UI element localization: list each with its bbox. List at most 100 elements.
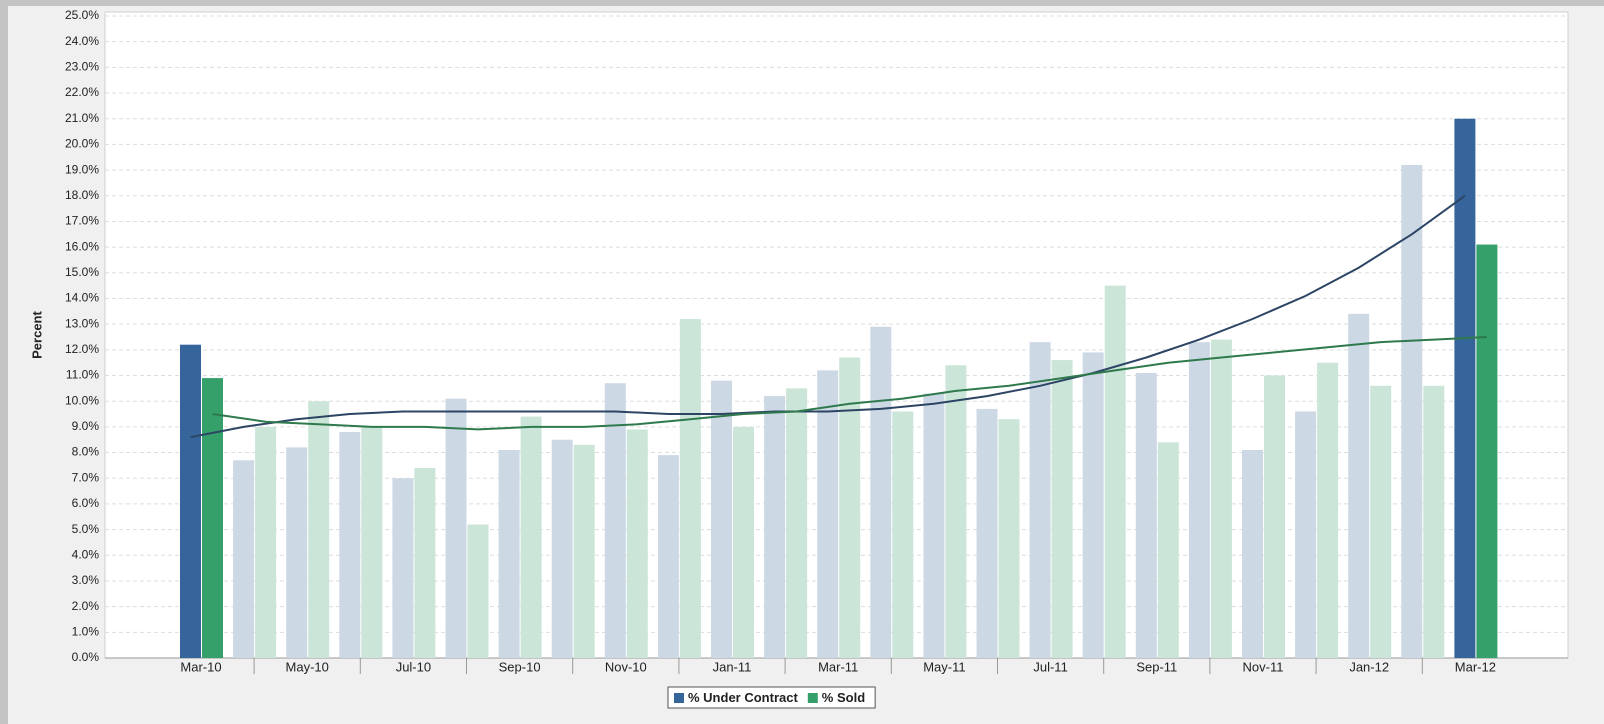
bar xyxy=(626,429,648,658)
bar xyxy=(202,378,223,658)
bar xyxy=(308,401,330,658)
x-tick-label: Sep-10 xyxy=(499,659,541,674)
y-tick-label: 3.0% xyxy=(72,573,100,587)
x-tick-label: May-10 xyxy=(286,659,329,674)
bar xyxy=(733,426,754,658)
x-tick-label: Jul-11 xyxy=(1033,659,1067,674)
bar xyxy=(604,383,626,658)
x-tick-label: Nov-10 xyxy=(605,659,647,674)
y-tick-label: 24.0% xyxy=(65,34,99,48)
y-tick-label: 18.0% xyxy=(65,188,99,202)
bar xyxy=(551,439,573,658)
y-tick-label: 5.0% xyxy=(72,522,100,536)
bar xyxy=(361,426,383,658)
y-tick-label: 11.0% xyxy=(66,368,99,382)
y-tick-label: 25.0% xyxy=(65,8,99,22)
legend: % Under Contract % Sold xyxy=(667,686,876,709)
bar xyxy=(1423,385,1445,658)
legend-label: % Sold xyxy=(822,690,865,705)
bar xyxy=(1210,339,1232,658)
bar xyxy=(679,319,701,658)
y-tick-label: 15.0% xyxy=(65,265,99,279)
bar xyxy=(467,524,489,658)
bar xyxy=(892,411,914,658)
legend-swatch xyxy=(807,693,818,703)
bar xyxy=(1242,449,1263,658)
bar xyxy=(786,388,808,658)
x-tick-label: Jan-12 xyxy=(1349,659,1389,674)
bar xyxy=(180,344,201,658)
bar xyxy=(1135,372,1157,658)
y-tick-label: 23.0% xyxy=(65,60,99,74)
x-tick-label: Mar-10 xyxy=(180,659,221,674)
x-tick-label: Sep-11 xyxy=(1136,659,1177,674)
bar xyxy=(1188,342,1210,658)
bar xyxy=(392,478,414,658)
legend-swatch xyxy=(674,693,684,703)
y-tick-label: 0.0% xyxy=(72,650,100,664)
y-tick-label: 12.0% xyxy=(65,342,99,356)
y-tick-label: 1.0% xyxy=(72,624,100,638)
y-tick-label: 6.0% xyxy=(72,496,100,510)
y-tick-label: 14.0% xyxy=(65,291,99,305)
x-tick-label: Jan-11 xyxy=(713,659,752,674)
bar xyxy=(1157,442,1179,658)
bar xyxy=(870,326,892,658)
y-tick-label: 7.0% xyxy=(72,470,100,484)
bar xyxy=(498,449,520,658)
bar xyxy=(657,455,679,658)
bar xyxy=(945,365,967,658)
bar xyxy=(233,460,255,658)
x-tick-label: Nov-11 xyxy=(1243,659,1284,674)
y-tick-label: 10.0% xyxy=(65,393,99,407)
y-tick-label: 8.0% xyxy=(72,445,100,459)
bar xyxy=(1104,285,1126,658)
x-tick-label: Jul-10 xyxy=(396,659,431,674)
y-tick-label: 17.0% xyxy=(65,214,99,228)
bar xyxy=(255,426,277,658)
y-tick-label: 16.0% xyxy=(65,239,99,253)
bar xyxy=(1295,411,1317,658)
bar xyxy=(711,380,732,658)
x-tick-label: Mar-12 xyxy=(1455,659,1496,674)
y-tick-label: 13.0% xyxy=(65,316,99,330)
x-tick-label: May-11 xyxy=(923,659,965,674)
y-tick-label: 20.0% xyxy=(65,137,99,151)
bar xyxy=(976,408,998,658)
bar xyxy=(839,357,861,658)
bar xyxy=(1476,244,1498,658)
y-tick-label: 19.0% xyxy=(65,162,99,176)
bar xyxy=(817,370,839,658)
bar xyxy=(1082,352,1104,658)
bar xyxy=(573,444,595,658)
bar xyxy=(520,416,542,658)
legend-box xyxy=(667,686,876,709)
bar xyxy=(998,419,1020,658)
bar xyxy=(1317,362,1339,658)
y-tick-label: 9.0% xyxy=(72,419,100,433)
bar xyxy=(1370,385,1392,658)
bar xyxy=(1348,313,1370,658)
bar xyxy=(445,398,467,658)
trend-line xyxy=(212,336,1487,431)
bar xyxy=(414,467,436,658)
legend-label: % Under Contract xyxy=(688,690,798,705)
y-tick-label: 22.0% xyxy=(65,85,99,99)
x-tick-label: Mar-11 xyxy=(818,659,858,674)
bar xyxy=(1454,118,1476,659)
y-tick-label: 21.0% xyxy=(65,111,99,125)
bar xyxy=(923,393,945,658)
bar xyxy=(764,396,786,658)
bar xyxy=(1264,375,1285,658)
y-tick-label: 4.0% xyxy=(72,547,100,561)
trend-line xyxy=(190,194,1466,439)
bar xyxy=(286,447,308,658)
bar xyxy=(1401,164,1423,658)
y-tick-label: 2.0% xyxy=(72,599,100,613)
bar xyxy=(1051,360,1073,658)
bar xyxy=(339,432,361,658)
y-axis-label: Percent xyxy=(29,310,44,358)
bar xyxy=(1029,342,1051,658)
